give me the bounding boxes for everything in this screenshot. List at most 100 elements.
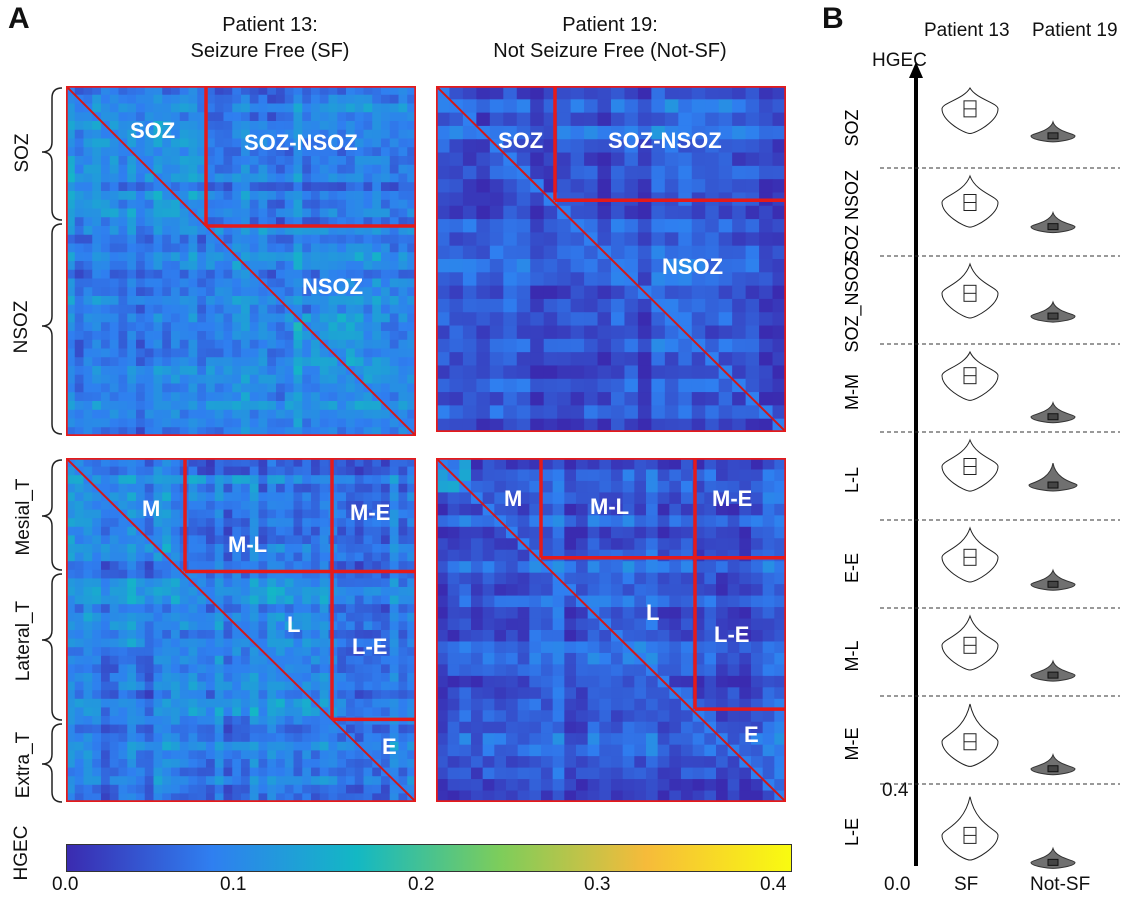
heatmap-cell: [634, 721, 647, 734]
heatmap-cell: [197, 595, 207, 605]
heatmap-cell: [162, 234, 172, 245]
heatmap-cell: [241, 544, 251, 554]
heatmap-cell: [293, 535, 303, 545]
heatmap-cell: [223, 561, 233, 571]
heatmap-cell: [258, 217, 268, 227]
heatmap-cell: [127, 156, 137, 166]
heatmap-cell: [745, 112, 760, 127]
heatmap-cell: [206, 664, 216, 674]
heatmap-cell: [372, 501, 382, 511]
heatmap-cell: [541, 664, 554, 677]
heatmap-cell: [622, 687, 635, 700]
heatmap-cell: [372, 296, 382, 306]
heatmap-cell: [319, 578, 330, 588]
heatmap-cell: [319, 138, 330, 148]
heatmap-cell: [646, 721, 659, 734]
heatmap-cell: [206, 252, 216, 262]
heatmap-cell: [171, 612, 181, 622]
heatmap-cell: [611, 710, 624, 723]
heatmap-cell: [516, 125, 531, 140]
heatmap-cell: [136, 690, 146, 700]
heatmap-cell: [570, 99, 585, 114]
heatmap-cell: [346, 793, 356, 802]
heatmap-cell: [171, 348, 181, 358]
heatmap-cell: [66, 544, 76, 554]
heatmap-cell: [398, 243, 408, 253]
row-label-extra: Extra_T: [13, 731, 34, 799]
heatmap-cell: [372, 164, 382, 175]
heatmap-cell: [144, 741, 155, 751]
heatmap-cell: [241, 129, 251, 140]
heatmap-cell: [109, 784, 120, 794]
heatmap-cell: [302, 339, 312, 350]
heatmap-cell: [772, 378, 786, 393]
heatmap-cell: [101, 698, 111, 708]
heatmap-cell: [471, 675, 484, 688]
heatmap-cell: [74, 182, 85, 192]
heatmap-cell: [516, 338, 531, 353]
heatmap-cell: [92, 707, 102, 717]
heatmap-cell: [727, 687, 740, 700]
heatmap-cell: [267, 182, 277, 192]
heatmap-cell: [197, 681, 207, 691]
heatmap-cell: [267, 112, 277, 122]
heatmap-cell: [389, 287, 400, 297]
violin-row-label: L-L: [842, 467, 862, 493]
heatmap-cell: [319, 173, 330, 183]
heatmap-cell: [751, 538, 764, 551]
heatmap-cell: [302, 492, 312, 502]
heatmap-cell: [179, 418, 190, 428]
heatmap-cell: [482, 710, 495, 723]
heatmap-cell: [319, 182, 330, 192]
heatmap-cell: [489, 392, 504, 406]
label-soz-nsoz-p19: SOZ-NSOZ: [608, 128, 722, 153]
heatmap-cell: [223, 621, 233, 631]
heatmap-cell: [293, 561, 303, 571]
heatmap-cell: [611, 152, 626, 167]
heatmap-cell: [232, 348, 242, 358]
heatmap-cell: [564, 607, 577, 620]
heatmap-cell: [739, 710, 752, 723]
heatmap-cell: [624, 298, 639, 313]
heatmap-cell: [337, 287, 347, 297]
heatmap-cell: [517, 572, 530, 585]
colorbar: [66, 844, 792, 872]
heatmap-cell: [206, 296, 216, 306]
heatmap-cell: [762, 526, 775, 539]
heatmap-cell: [372, 630, 382, 640]
heatmap-cell: [293, 733, 303, 743]
heatmap-cell: [407, 638, 416, 648]
heatmap-cell: [74, 509, 85, 519]
heatmap-cell: [389, 707, 400, 717]
heatmap-cell: [188, 278, 198, 288]
heatmap-cell: [354, 401, 365, 411]
heatmap-cell: [74, 750, 85, 760]
heatmap-cell: [494, 480, 507, 493]
heatmap-cell: [354, 552, 365, 562]
heatmap-cell: [622, 595, 635, 608]
heatmap-cell: [101, 733, 111, 743]
heatmap-cell: [101, 595, 111, 605]
heatmap-cell: [651, 245, 666, 260]
heatmap-cell: [311, 348, 321, 358]
heatmap-cell: [319, 492, 330, 502]
heatmap-cell: [398, 724, 408, 734]
heatmap-cell: [389, 103, 400, 113]
heatmap-cell: [127, 544, 137, 554]
heatmap-cell: [311, 121, 321, 131]
heatmap-cell: [144, 357, 155, 367]
heatmap-cell: [311, 357, 321, 367]
heatmap-cell: [529, 503, 542, 516]
heatmap-cell: [83, 509, 93, 519]
x-label-notsf: Not-SF: [1030, 874, 1091, 895]
heatmap-cell: [328, 269, 338, 280]
heatmap-cell: [179, 138, 190, 148]
heatmap-cell: [144, 287, 155, 297]
heatmap-cell: [732, 165, 747, 180]
heatmap-cell: [346, 587, 356, 597]
heatmap-cell: [471, 698, 484, 711]
heatmap-cell: [241, 535, 251, 545]
heatmap-cell: [284, 544, 295, 554]
heatmap-cell: [92, 630, 102, 640]
heatmap-cell: [276, 199, 286, 210]
